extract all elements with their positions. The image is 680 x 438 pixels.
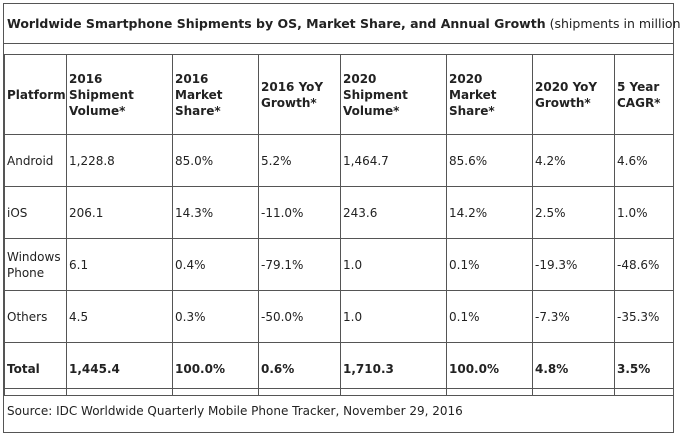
column-header: 2020 Shipment Volume* [340, 54, 447, 135]
source-note: Source: IDC Worldwide Quarterly Mobile P… [4, 388, 673, 433]
table-cell: Android [4, 134, 67, 187]
total-row: Total 1,445.4 100.0% 0.6% 1,710.3 100.0%… [4, 342, 674, 396]
table-cell: iOS [4, 186, 67, 239]
table-cell: 4.8% [532, 342, 615, 396]
table-cell: -35.3% [614, 290, 674, 343]
table-cell: 14.2% [446, 186, 533, 239]
table-cell: 1.0% [614, 186, 674, 239]
column-header: 2016 YoY Growth* [258, 54, 341, 135]
column-header: Platform [4, 54, 67, 135]
table-row: Windows Phone 6.1 0.4% -79.1% 1.0 0.1% -… [4, 238, 674, 291]
header-row: Platform 2016 Shipment Volume* 2016 Mark… [4, 54, 674, 135]
column-header: 2020 Market Share* [446, 54, 533, 135]
table-cell: 206.1 [66, 186, 173, 239]
shipments-table: Platform 2016 Shipment Volume* 2016 Mark… [4, 54, 674, 396]
table-cell: 0.1% [446, 290, 533, 343]
table-cell: 0.6% [258, 342, 341, 396]
title-text: Worldwide Smartphone Shipments by OS, Ma… [7, 16, 546, 31]
table-cell: Total [4, 342, 67, 396]
table-cell: 4.5 [66, 290, 173, 343]
column-header: 2016 Market Share* [172, 54, 259, 135]
table-cell: 4.2% [532, 134, 615, 187]
table-row: iOS 206.1 14.3% -11.0% 243.6 14.2% 2.5% … [4, 186, 674, 239]
table-cell: -11.0% [258, 186, 341, 239]
table-row: Others 4.5 0.3% -50.0% 1.0 0.1% -7.3% -3… [4, 290, 674, 343]
table-cell: 5.2% [258, 134, 341, 187]
shipments-table-frame: Worldwide Smartphone Shipments by OS, Ma… [3, 3, 680, 433]
column-header: 2016 Shipment Volume* [66, 54, 173, 135]
table-title: Worldwide Smartphone Shipments by OS, Ma… [4, 4, 680, 44]
table-cell: 1,228.8 [66, 134, 173, 187]
table-cell: 4.6% [614, 134, 674, 187]
table-cell: 0.1% [446, 238, 533, 291]
column-header: 5 Year CAGR* [614, 54, 674, 135]
table-cell: 0.4% [172, 238, 259, 291]
table-cell: Windows Phone [4, 238, 67, 291]
table-cell: 0.3% [172, 290, 259, 343]
table-cell: 1,464.7 [340, 134, 447, 187]
table-cell: 1.0 [340, 238, 447, 291]
table-row: Android 1,228.8 85.0% 5.2% 1,464.7 85.6%… [4, 134, 674, 187]
table-cell: 3.5% [614, 342, 674, 396]
table-cell: -19.3% [532, 238, 615, 291]
table-cell: 1.0 [340, 290, 447, 343]
table-cell: 85.6% [446, 134, 533, 187]
table-cell: 85.0% [172, 134, 259, 187]
table-cell: 1,445.4 [66, 342, 173, 396]
table-cell: -50.0% [258, 290, 341, 343]
table-cell: 6.1 [66, 238, 173, 291]
table-cell: -79.1% [258, 238, 341, 291]
table-cell: 14.3% [172, 186, 259, 239]
table-cell: Others [4, 290, 67, 343]
table-cell: 2.5% [532, 186, 615, 239]
table-cell: -48.6% [614, 238, 674, 291]
table-cell: 243.6 [340, 186, 447, 239]
column-header: 2020 YoY Growth* [532, 54, 615, 135]
title-note: (shipments in millions) [549, 16, 680, 31]
table-cell: -7.3% [532, 290, 615, 343]
